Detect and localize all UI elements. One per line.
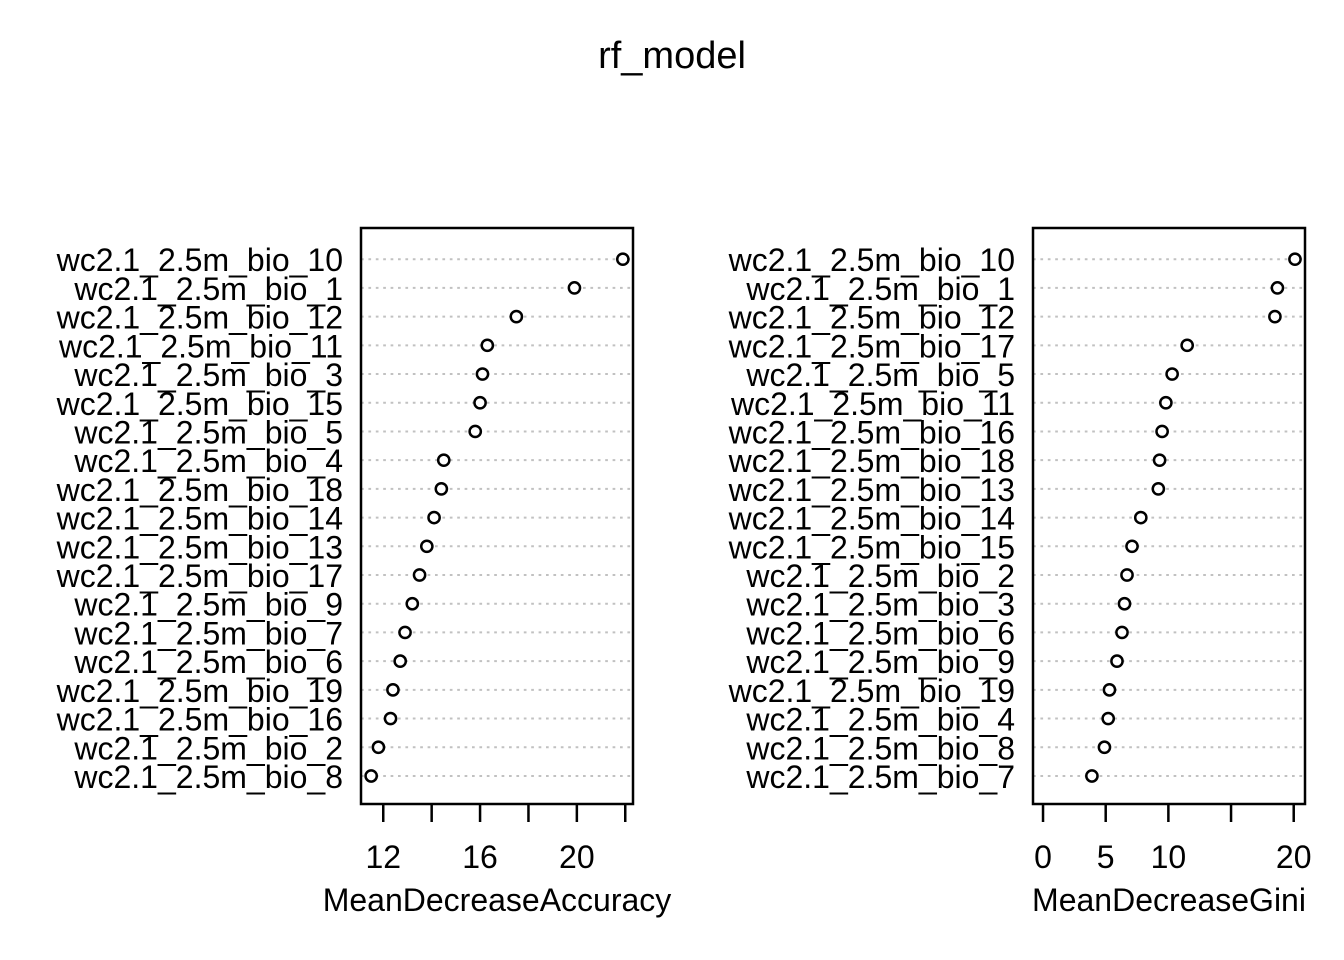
data-point [398,625,412,640]
row-label: wc2.1_2.5m_bio_2 [73,730,343,766]
data-point [567,281,582,295]
data-point [1117,596,1132,611]
data-point [1110,654,1124,668]
data-point [1288,252,1302,267]
row-label: wc2.1_2.5m_bio_13 [728,472,1015,508]
data-point [1165,367,1179,381]
row-label: wc2.1_2.5m_bio_19 [728,673,1015,709]
row-label: wc2.1_2.5m_bio_19 [56,673,343,709]
row-label: wc2.1_2.5m_bio_18 [728,443,1015,479]
x-tick-label: 0 [1034,839,1052,875]
row-label: wc2.1_2.5m_bio_2 [745,558,1015,594]
row-label: wc2.1_2.5m_bio_12 [56,300,343,336]
row-label: wc2.1_2.5m_bio_11 [730,386,1015,422]
row-label: wc2.1_2.5m_bio_14 [56,501,343,537]
data-point [405,596,420,611]
row-label: wc2.1_2.5m_bio_15 [56,386,343,422]
row-label: wc2.1_2.5m_bio_13 [56,529,343,565]
row-label: wc2.1_2.5m_bio_11 [58,328,343,364]
data-point [615,252,630,267]
row-label: wc2.1_2.5m_bio_14 [728,501,1015,537]
data-point [1102,683,1117,697]
row-label: wc2.1_2.5m_bio_17 [56,558,343,594]
plot-box [359,226,635,806]
row-label: wc2.1_2.5m_bio_7 [73,615,343,651]
data-point [436,453,451,468]
data-point [383,711,398,726]
row-label: wc2.1_2.5m_bio_6 [745,615,1015,651]
row-label: wc2.1_2.5m_bio_5 [73,414,343,450]
x-axis-label-accuracy: MeanDecreaseAccuracy [323,882,672,918]
data-point [1101,711,1116,726]
data-point [1125,539,1139,554]
row-label: wc2.1_2.5m_bio_3 [73,357,343,393]
data-point [393,654,408,668]
row-label: wc2.1_2.5m_bio_15 [728,529,1015,565]
row-label: wc2.1_2.5m_bio_4 [73,443,343,479]
x-tick-label: 20 [559,839,595,875]
row-label: wc2.1_2.5m_bio_8 [745,730,1015,766]
row-label: wc2.1_2.5m_bio_6 [73,644,343,680]
x-tick-label: 5 [1097,839,1115,875]
x-tick-label: 10 [1151,839,1187,875]
row-label: wc2.1_2.5m_bio_16 [728,414,1015,450]
x-axis-label-gini: MeanDecreaseGini [1032,882,1306,918]
data-point [1159,395,1173,410]
data-point [1120,568,1134,582]
row-label: wc2.1_2.5m_bio_1 [73,271,343,307]
panel-mean-decrease-gini: 0 5 10 20wc2.1_2.5m_bio_10wc2.1_2.5m_bio_1w… [728,226,1312,875]
data-point [473,395,487,410]
x-tick-label: 20 [1276,839,1312,875]
data-point [480,338,495,353]
data-point [419,539,434,554]
row-label: wc2.1_2.5m_bio_18 [56,472,343,508]
data-point [412,568,427,582]
row-label: wc2.1_2.5m_bio_8 [73,759,343,795]
data-point [1152,453,1167,468]
panel-mean-decrease-accuracy: 12 16 20wc2.1_2.5m_bio_10wc2.1_2.5m_bio_1w… [56,226,635,875]
chart-title: rf_model [598,35,746,77]
row-label: wc2.1_2.5m_bio_1 [745,271,1015,307]
row-label: wc2.1_2.5m_bio_10 [728,242,1015,278]
row-label: wc2.1_2.5m_bio_10 [56,242,343,278]
data-point [1268,309,1282,324]
x-tick-label: 12 [365,839,401,875]
data-point [509,309,524,324]
data-point [468,424,483,439]
data-point [434,482,449,496]
data-point [1155,424,1169,439]
data-point [1180,338,1195,353]
data-point [1151,482,1166,496]
data-point [475,367,490,381]
row-label: wc2.1_2.5m_bio_9 [73,587,343,623]
data-point [364,769,379,783]
data-point [1133,510,1148,525]
x-tick-label: 16 [462,839,498,875]
row-label: wc2.1_2.5m_bio_17 [728,328,1015,364]
data-point [1097,740,1112,755]
row-label: wc2.1_2.5m_bio_7 [745,759,1015,795]
data-point [1085,769,1099,783]
row-label: wc2.1_2.5m_bio_3 [745,587,1015,623]
row-label: wc2.1_2.5m_bio_4 [745,702,1015,738]
row-label: wc2.1_2.5m_bio_5 [745,357,1015,393]
row-label: wc2.1_2.5m_bio_12 [728,300,1015,336]
row-label: wc2.1_2.5m_bio_9 [745,644,1015,680]
data-point [371,740,386,755]
data-point [386,683,400,697]
data-point [1270,281,1285,295]
data-point [427,510,441,525]
data-point [1115,625,1129,640]
row-label: wc2.1_2.5m_bio_16 [56,702,343,738]
